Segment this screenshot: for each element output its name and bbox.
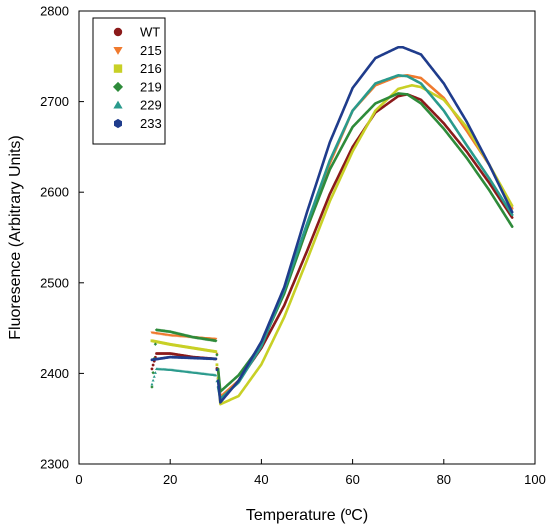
data-point [214, 350, 218, 354]
data-point [214, 339, 218, 343]
data-point [153, 371, 157, 374]
y-tick-label: 2400 [40, 366, 69, 381]
series-line [216, 83, 514, 406]
legend-label: 216 [140, 61, 162, 76]
data-point [151, 363, 155, 367]
x-tick-label: 40 [254, 472, 268, 487]
y-tick-label: 2700 [40, 94, 69, 109]
legend-marker [113, 100, 123, 109]
legend-item: 216 [113, 61, 162, 76]
series-216 [150, 83, 514, 406]
plot-frame [78, 10, 536, 465]
legend-label: 219 [140, 79, 162, 94]
legend-marker [113, 64, 123, 73]
series-layer [150, 45, 514, 406]
data-point [214, 357, 218, 361]
legend: WT 215 216 219 229 233 [92, 17, 166, 145]
legend-label: 229 [140, 98, 162, 113]
series-line [216, 93, 514, 401]
data-point [215, 353, 219, 357]
x-tick-label: 20 [163, 472, 177, 487]
legend-item: WT [113, 25, 160, 40]
data-point [153, 342, 158, 346]
legend-item: 219 [112, 79, 162, 94]
x-tick-label: 80 [437, 472, 451, 487]
data-point [215, 368, 219, 372]
data-point [152, 375, 156, 378]
data-point [150, 367, 154, 371]
legend-label: 233 [140, 116, 162, 131]
legend-label: 215 [140, 43, 162, 58]
data-point [215, 363, 219, 367]
plot-area [78, 10, 536, 465]
data-point [150, 382, 154, 386]
data-point [151, 378, 155, 382]
series-line [216, 45, 514, 404]
x-tick-label: 0 [75, 472, 82, 487]
legend-marker [112, 81, 124, 92]
legend-marker [113, 46, 123, 55]
y-tick-label: 2500 [40, 275, 69, 290]
x-axis-title: Temperature (ºC) [246, 507, 368, 524]
legend-item: 229 [113, 98, 162, 113]
y-tick-label: 2800 [40, 4, 69, 19]
series-233 [150, 45, 514, 404]
legend-item: 233 [113, 116, 162, 131]
y-axis-title: Fluoresence (Arbitrary Units) [7, 135, 24, 340]
axes-layer: 0 20 40 60 80 100 2300 2400 2500 2600 2700 2800 [40, 4, 546, 488]
x-tick-label: 60 [345, 472, 359, 487]
legend-item: 215 [113, 43, 162, 58]
data-point [150, 385, 154, 389]
series-line [216, 74, 514, 401]
y-tick-label: 2600 [40, 185, 69, 200]
y-tick-label: 2300 [40, 457, 69, 472]
legend-box [92, 17, 166, 145]
legend-marker [113, 118, 123, 129]
legend-label: WT [140, 25, 160, 40]
legend-marker [113, 27, 123, 37]
x-tick-label: 100 [524, 472, 546, 487]
data-point [151, 371, 155, 375]
data-point [214, 373, 218, 377]
series-229 [150, 74, 514, 401]
